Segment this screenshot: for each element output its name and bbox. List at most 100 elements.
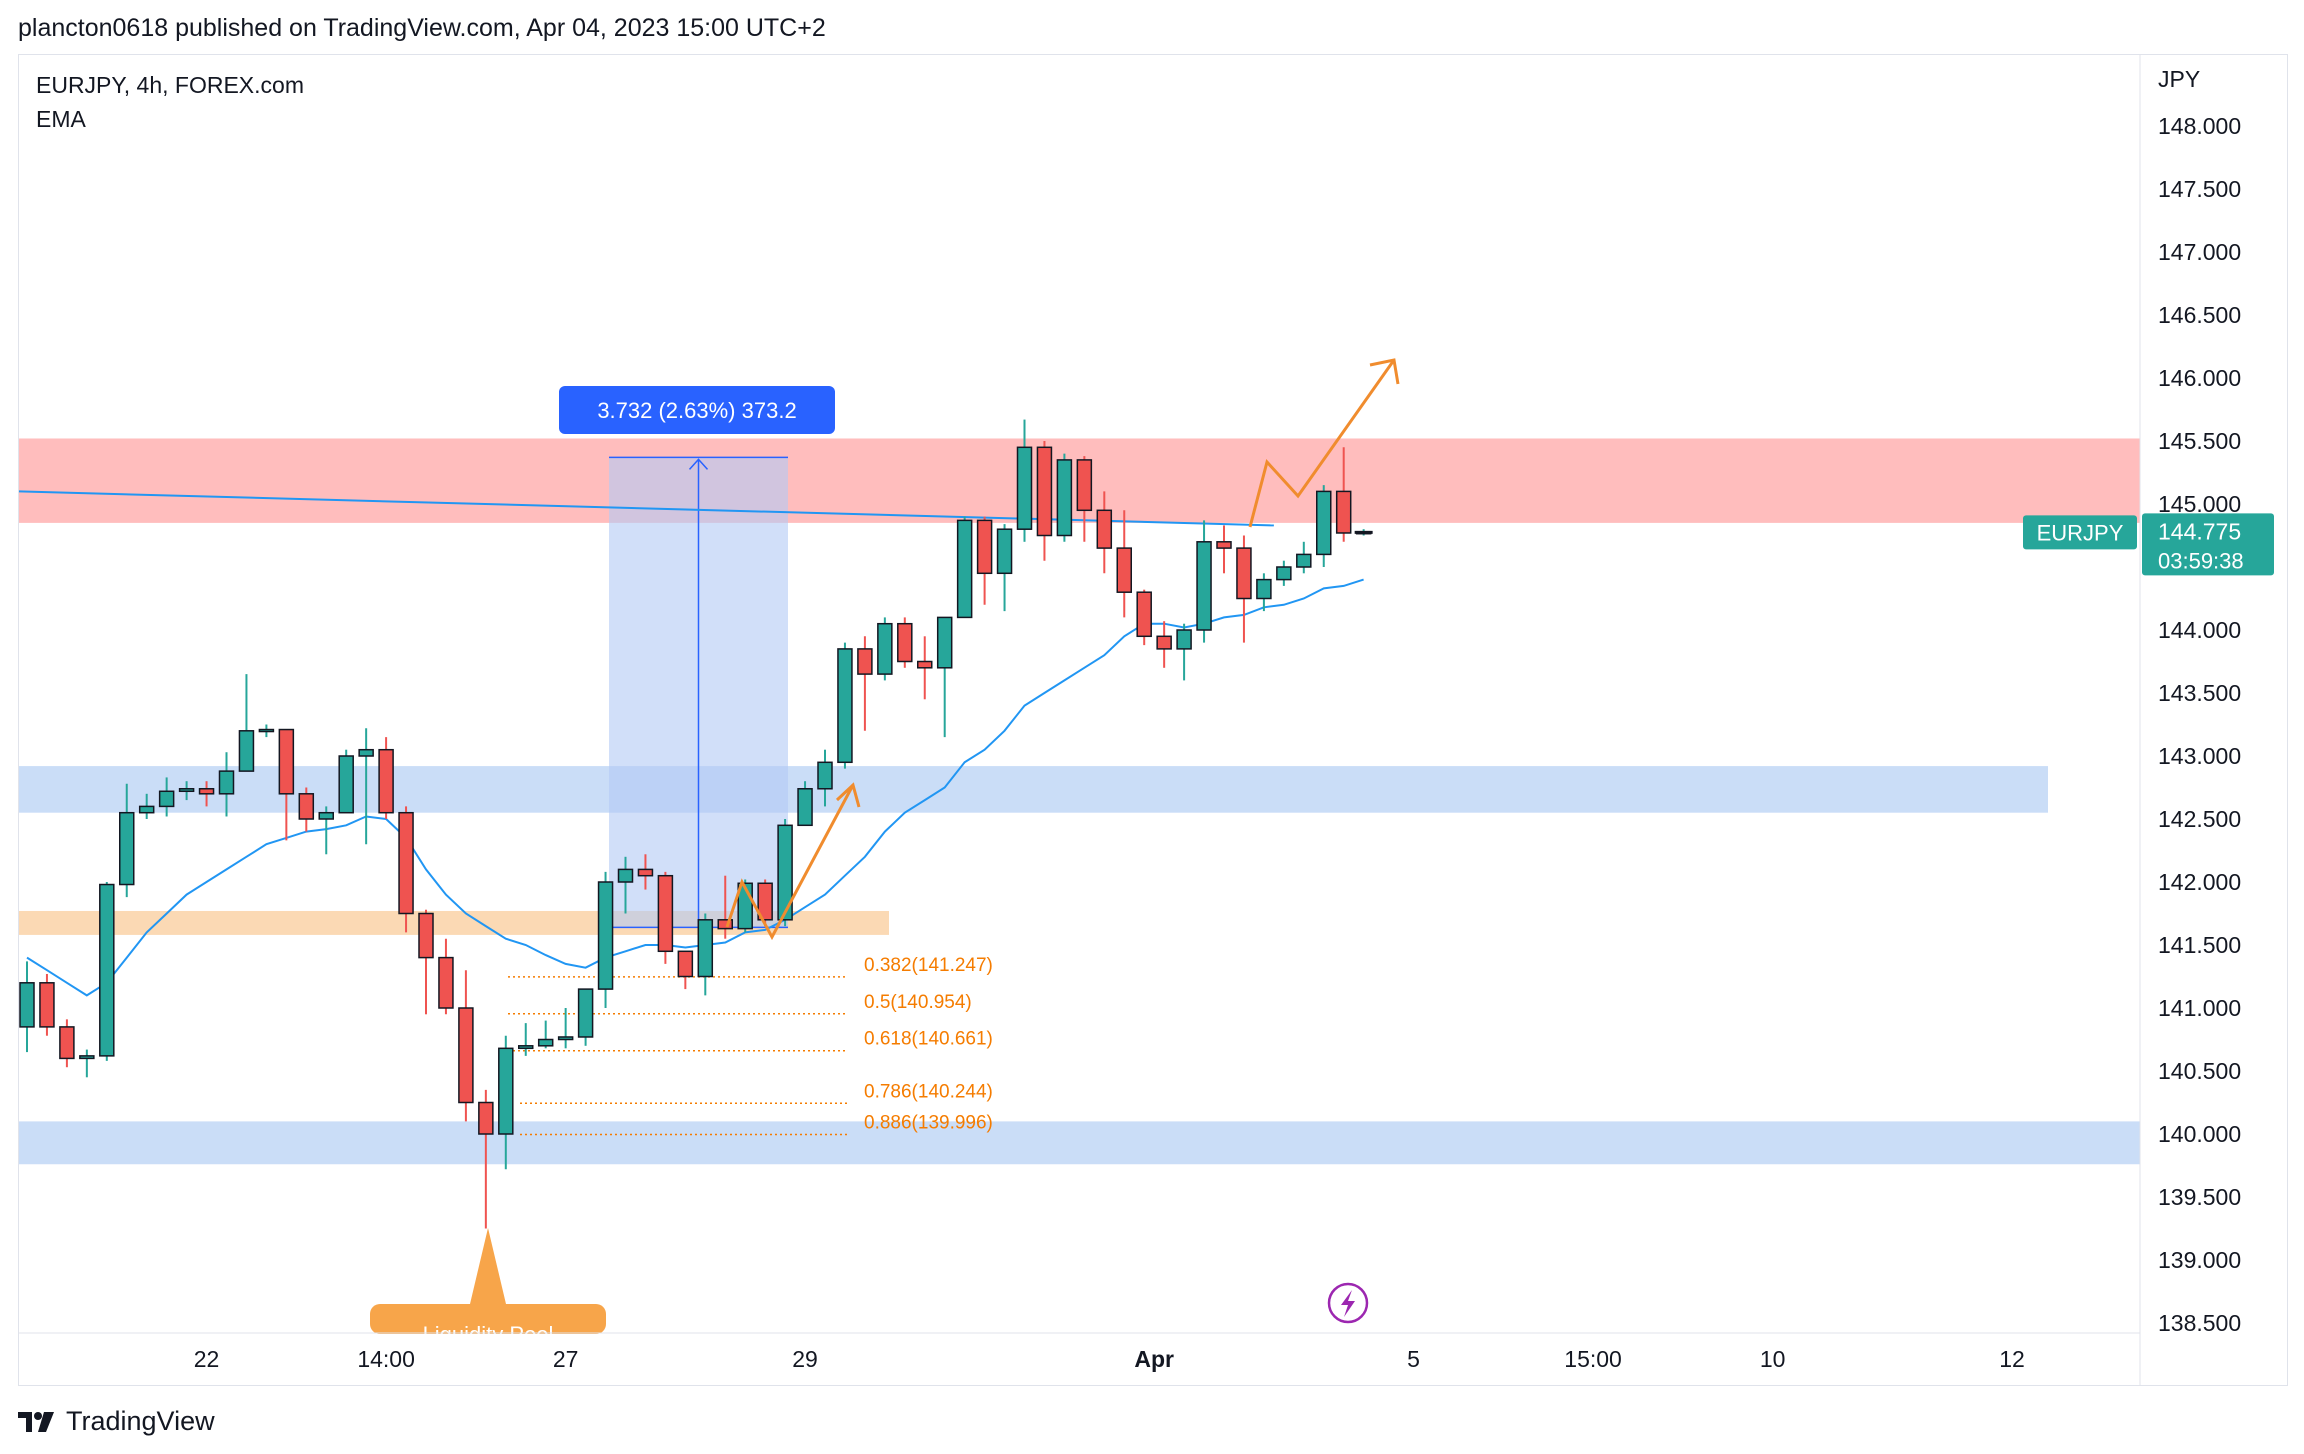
price-tick-label: 147.000 [2158,239,2241,265]
candle-body[interactable] [917,660,933,669]
candle-body[interactable] [338,755,354,814]
candle-body[interactable] [677,950,694,978]
candle-body[interactable] [1176,629,1192,650]
time-tick-label: 14:00 [357,1346,415,1372]
bar-countdown: 03:59:38 [2158,548,2244,573]
candle-body[interactable] [877,622,893,675]
liquidity-pool-label: Liquidity Pool [423,1322,554,1347]
candle-body[interactable] [777,824,793,921]
zone-support-low[interactable] [19,1121,2140,1165]
candle-body[interactable] [956,519,973,619]
candle-body[interactable] [1216,541,1232,549]
measure-arrow-head [688,458,709,470]
candle-body[interactable] [1256,578,1272,600]
symbol-price-badge[interactable] [2023,515,2137,550]
candle-body[interactable] [837,648,853,764]
breakout-path-arrow [1248,359,1396,528]
candle-body[interactable] [1296,553,1312,568]
candle-body[interactable] [198,788,215,795]
indicator-legend[interactable]: EMA [36,106,86,132]
candle-body[interactable] [119,811,135,886]
candle-body[interactable] [1016,446,1033,530]
time-tick-label: 12 [1999,1346,2025,1372]
candle-body[interactable] [657,874,674,953]
candle-body[interactable] [438,956,454,1009]
candle-body[interactable] [19,982,35,1028]
candle-body[interactable] [378,748,394,814]
candle-body[interactable] [797,788,813,827]
candle-body[interactable] [697,919,714,978]
measure-label: 3.732 (2.63%) 373.2 [597,398,796,423]
candle-body[interactable] [418,912,434,959]
candle-body[interactable] [498,1047,514,1135]
candle-body[interactable] [458,1007,474,1104]
candle-body[interactable] [358,748,374,757]
price-tick-label: 146.000 [2158,365,2241,391]
last-price-badge[interactable] [2142,513,2274,576]
fib-level-label: 0.786(140.244) [864,1081,993,1102]
symbol-legend[interactable]: EURJPY, 4h, FOREX.com [36,72,304,98]
candle-body[interactable] [398,811,414,915]
candle-body[interactable] [158,790,175,808]
candle-body[interactable] [298,793,315,820]
candle-body[interactable] [178,788,195,793]
candle-body[interactable] [936,616,953,669]
candle-body[interactable] [1316,490,1332,556]
candle-body[interactable] [518,1045,534,1050]
breakout-path-arrowhead [1369,358,1400,385]
candle-body[interactable] [996,528,1013,575]
candle-body[interactable] [557,1036,574,1041]
time-tick-label: Apr [1134,1346,1174,1372]
fib-level-label: 0.5(140.954) [864,992,972,1013]
candle-body[interactable] [857,648,873,675]
candle-body[interactable] [577,988,594,1038]
fib-level-label: 0.886(139.996) [864,1113,993,1134]
candle-body[interactable] [138,805,155,814]
candle-body[interactable] [637,868,654,877]
candle-body[interactable] [1076,459,1093,512]
candle-body[interactable] [258,728,275,733]
candle-body[interactable] [1196,541,1212,631]
candle-body[interactable] [79,1055,95,1060]
candle-body[interactable] [617,868,634,883]
candle-body[interactable] [1056,459,1073,537]
liquidity-pool-pointer [470,1228,506,1304]
price-tick-label: 145.500 [2158,428,2241,454]
candle-body[interactable] [717,919,733,930]
zone-support-high[interactable] [19,766,2048,813]
candle-body[interactable] [478,1101,494,1135]
candle-body[interactable] [218,770,235,795]
candle-body[interactable] [99,883,115,1057]
time-tick-label: 5 [1407,1346,1420,1372]
candle-body[interactable] [897,622,913,663]
candle-body[interactable] [1116,547,1132,593]
price-tick-label: 144.000 [2158,617,2241,643]
candle-body[interactable] [1096,509,1113,549]
candle-body[interactable] [1335,490,1352,534]
candle-body[interactable] [1136,591,1152,638]
price-tick-label: 139.500 [2158,1184,2241,1210]
candle-body[interactable] [59,1026,75,1060]
candle-body[interactable] [278,728,295,795]
candle-body[interactable] [537,1038,554,1047]
time-tick-label: 10 [1760,1346,1786,1372]
candle-body[interactable] [597,881,614,990]
candle-body[interactable] [817,761,833,790]
candle-body[interactable] [1156,635,1172,650]
footer-brand[interactable]: TradingView [18,1406,215,1437]
chart-frame [18,54,2288,1386]
candle-body[interactable] [1276,566,1292,581]
candle-body[interactable] [318,811,334,820]
time-tick-label: 29 [792,1346,818,1372]
candle-body[interactable] [1236,547,1252,600]
candle-body[interactable] [976,519,993,575]
candle-body[interactable] [1036,446,1053,537]
candle-body[interactable] [39,982,55,1028]
publisher-line: plancton0618 published on TradingView.co… [18,14,826,42]
price-tick-label: 140.500 [2158,1058,2241,1084]
candle-body[interactable] [757,882,773,921]
measure-label-box[interactable] [559,386,835,434]
candle-body[interactable] [238,730,255,772]
liquidity-pool-box[interactable] [370,1304,606,1334]
